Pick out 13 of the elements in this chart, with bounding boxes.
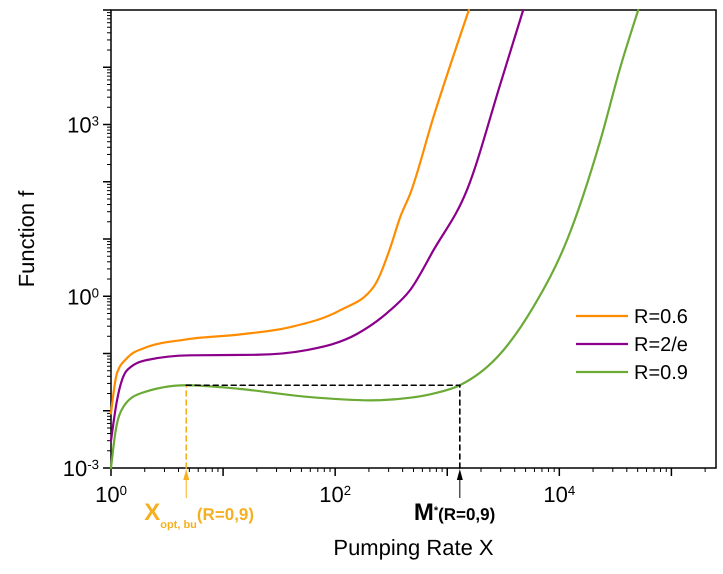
- y-tick-label: 10$^{-3}$: [62, 456, 99, 481]
- x-tick-label: 10$^{0}$: [95, 482, 127, 507]
- x-axis-title: Pumping Rate X: [333, 535, 494, 560]
- legend-label: R=0.6: [634, 306, 688, 328]
- y-tick-label: 10$^{0}$: [67, 284, 99, 310]
- x-tick-label: 10$^{4}$: [543, 482, 576, 507]
- annotation: M$^{*}$(R=0,9): [414, 499, 496, 526]
- legend-label: R=2/e: [634, 334, 688, 356]
- legend-label: R=0.9: [634, 362, 688, 384]
- x-tick-label: 10$^{2}$: [319, 482, 352, 507]
- annotation: X$_{opt, bu}$(R=0,9): [144, 499, 254, 531]
- y-tick-label: 10$^{3}$: [67, 112, 99, 138]
- y-axis-title: Function f: [14, 190, 39, 288]
